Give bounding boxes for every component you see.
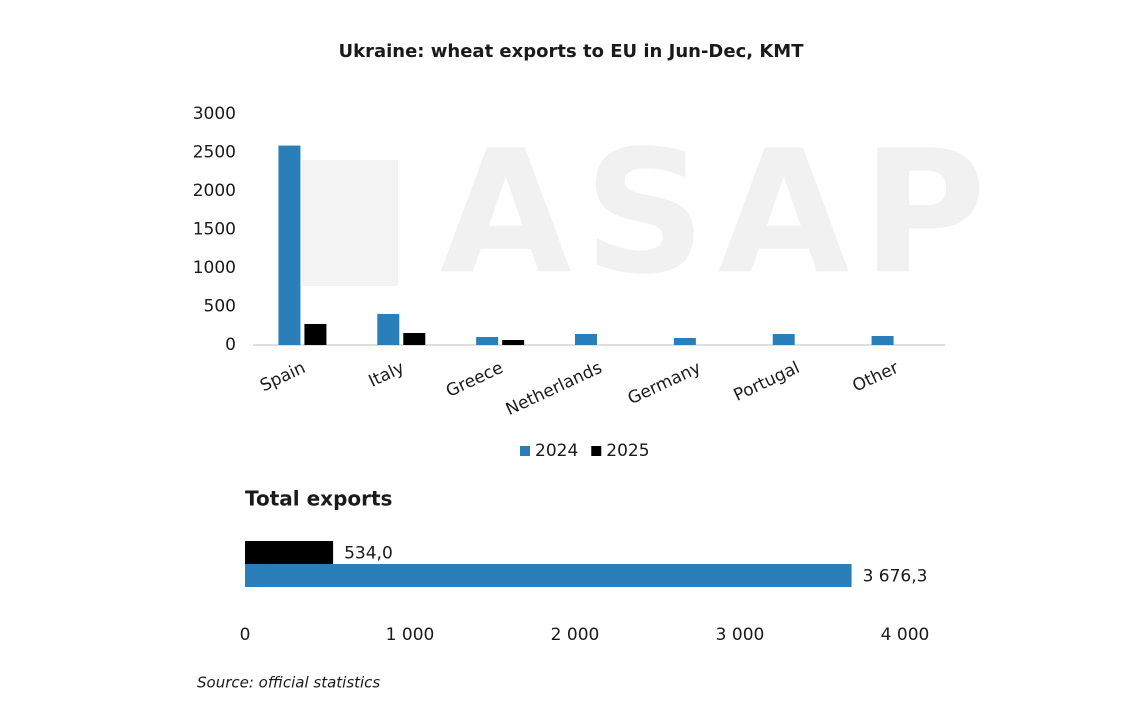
x-tick-label: Portugal	[731, 358, 803, 406]
legend-swatch	[520, 446, 530, 456]
y-tick-label: 2000	[193, 181, 236, 201]
x-tick-label: Italy	[366, 358, 408, 392]
chart-title: Total exports	[245, 487, 392, 511]
x-tick-label: 2 000	[551, 625, 600, 645]
value-label: 534,0	[344, 544, 393, 564]
x-tick-label: 4 000	[881, 625, 930, 645]
x-tick-label: 3 000	[716, 625, 765, 645]
bar	[871, 335, 894, 345]
bar	[673, 337, 696, 345]
bar	[245, 564, 852, 587]
x-tick-label: 1 000	[386, 625, 435, 645]
bar	[245, 541, 334, 564]
x-tick-label: Spain	[257, 358, 309, 396]
bar	[772, 333, 795, 345]
x-tick-label: Germany	[625, 358, 704, 409]
y-tick-label: 3000	[193, 104, 236, 124]
legend-swatch	[591, 446, 602, 456]
x-tick-label: Other	[850, 358, 902, 397]
chart-title: Ukraine: wheat exports to EU in Jun-Dec,…	[339, 41, 805, 62]
x-tick-label: Netherlands	[503, 358, 605, 420]
watermark: ASAP	[440, 114, 998, 312]
value-label: 3 676,3	[863, 567, 928, 587]
source: Source: official statistics	[197, 674, 380, 692]
bar	[575, 333, 597, 345]
bar	[304, 323, 327, 345]
bar	[377, 313, 400, 345]
bar	[403, 332, 426, 345]
bar	[502, 339, 525, 345]
x-tick-label: 0	[240, 625, 251, 645]
y-tick-label: 1500	[193, 220, 236, 240]
legend-label: 2024	[535, 441, 578, 461]
y-tick-label: 2500	[193, 143, 236, 163]
bar	[278, 145, 301, 345]
y-tick-label: 1000	[193, 258, 236, 278]
legend-label: 2025	[606, 441, 649, 461]
bar	[476, 336, 499, 345]
y-tick-label: 0	[225, 335, 236, 355]
watermark-logo	[302, 160, 398, 286]
y-tick-label: 500	[204, 297, 236, 317]
x-tick-label: Greece	[443, 358, 506, 402]
